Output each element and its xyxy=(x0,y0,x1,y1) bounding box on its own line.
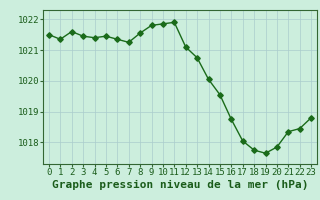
X-axis label: Graphe pression niveau de la mer (hPa): Graphe pression niveau de la mer (hPa) xyxy=(52,180,308,190)
